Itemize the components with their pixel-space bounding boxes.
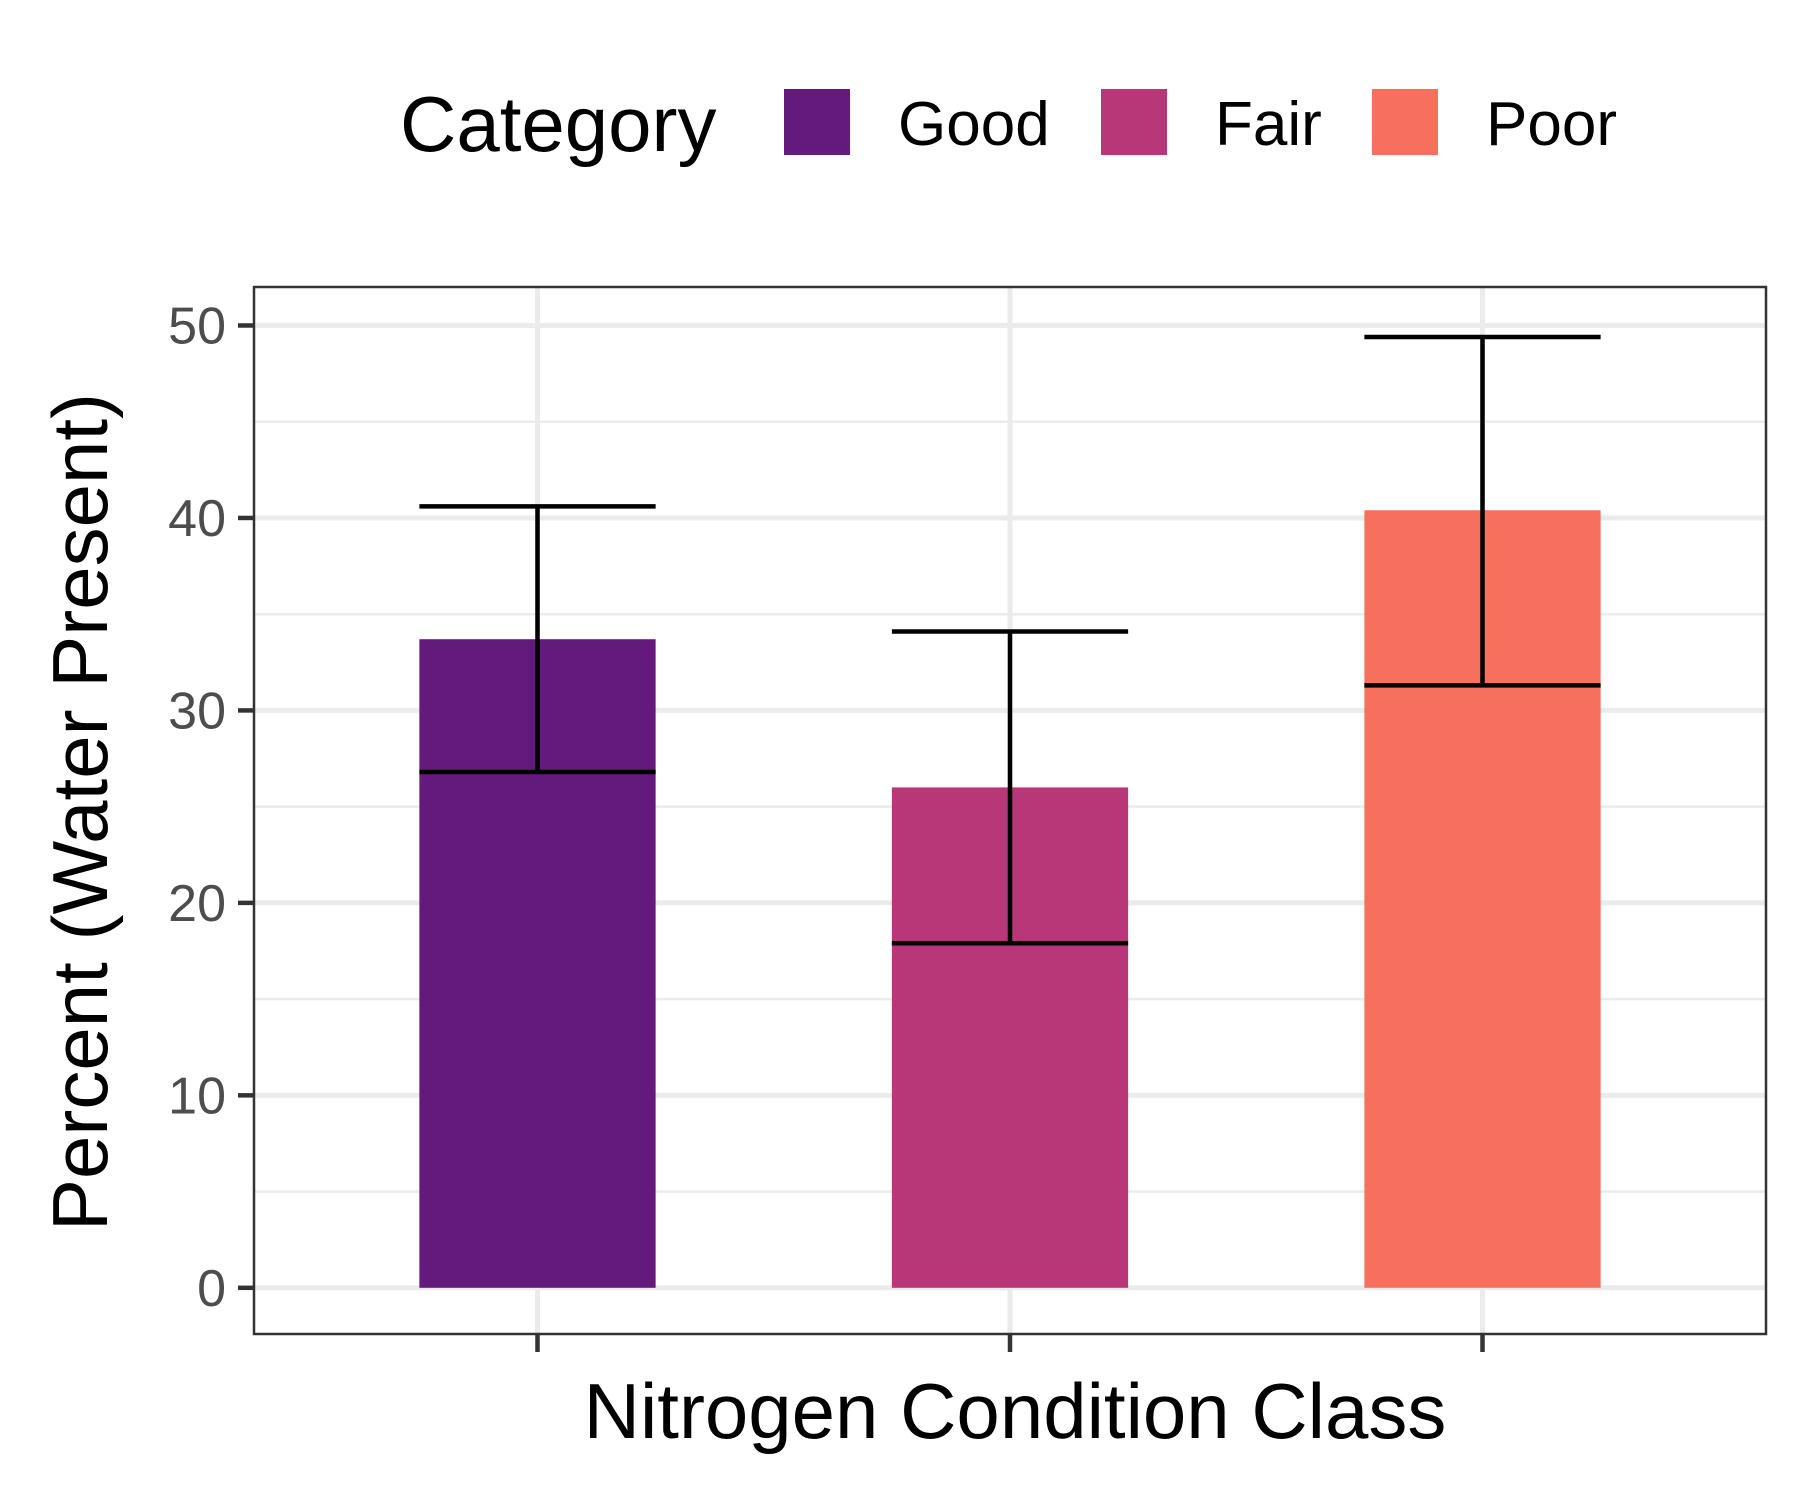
legend-label-good: Good: [898, 90, 1050, 159]
y-tick-label: 40: [168, 490, 226, 548]
legend-label-fair: Fair: [1215, 90, 1322, 159]
y-tick-label: 30: [168, 682, 226, 740]
legend-label-poor: Poor: [1486, 90, 1617, 159]
y-tick-label: 10: [168, 1067, 226, 1125]
legend-items: Good Fair Poor: [784, 89, 1617, 159]
error-bar-fair: [891, 629, 1129, 946]
x-axis: [535, 1334, 1485, 1352]
legend-key-fair: [1101, 89, 1167, 155]
legend-key-good: [784, 89, 850, 155]
error-bar-poor: [1364, 334, 1601, 688]
error-bars: [419, 334, 1601, 946]
y-tick-label: 50: [168, 297, 226, 355]
legend: Category Good Fair Poor: [400, 80, 1617, 168]
y-axis: 0 10 20 30 40 50: [168, 297, 254, 1318]
legend-title: Category: [400, 80, 717, 168]
legend-key-poor: [1372, 89, 1438, 155]
x-axis-title: Nitrogen Condition Class: [584, 1367, 1447, 1455]
error-bar-good: [419, 504, 656, 775]
plot-panel: [252, 285, 1768, 1336]
y-tick-label: 20: [168, 875, 226, 933]
y-tick-label: 0: [197, 1260, 226, 1318]
y-axis-title: Percent (Water Present): [36, 393, 124, 1231]
